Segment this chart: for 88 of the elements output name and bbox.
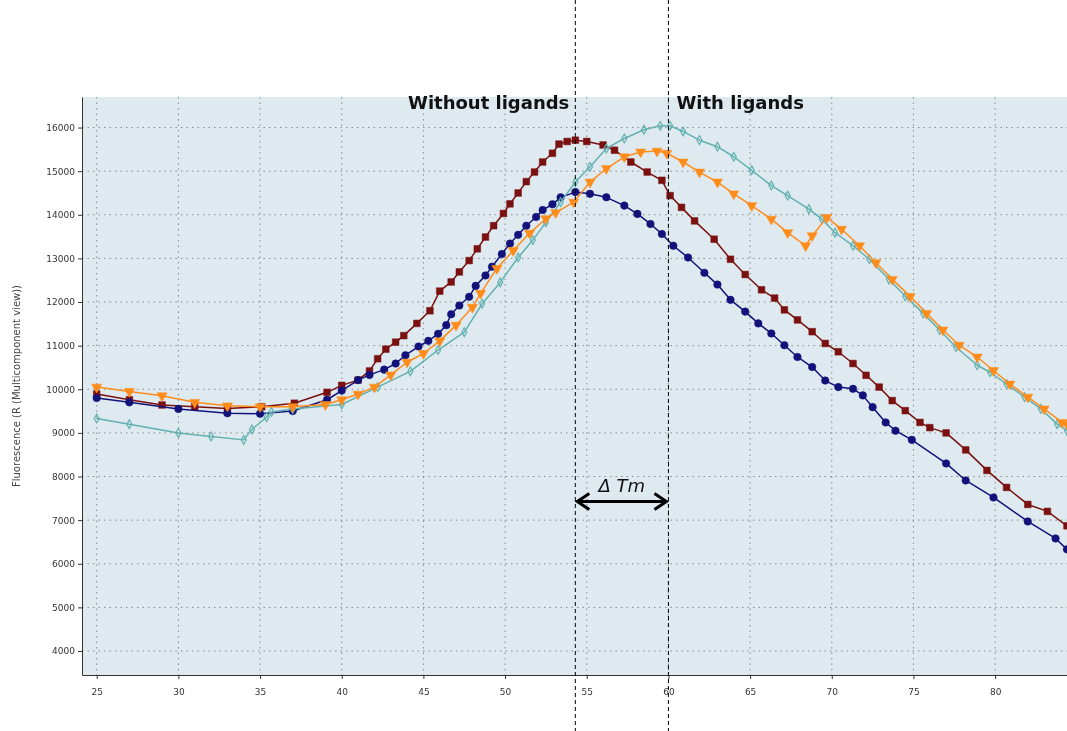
- point: [806, 232, 818, 242]
- y-tick-label: 15000: [46, 166, 76, 177]
- x-tick-label: 35: [254, 686, 267, 697]
- point: [640, 124, 648, 135]
- x-tick-label: 40: [336, 686, 349, 697]
- point: [661, 150, 673, 160]
- point: [207, 431, 215, 442]
- y-axis-title: Fluorescence (R (Multicomponent view)): [11, 284, 22, 488]
- point: [1038, 405, 1050, 416]
- y-tick-label: 11000: [46, 341, 76, 352]
- point: [1022, 393, 1034, 404]
- point: [369, 383, 380, 394]
- point: [651, 147, 663, 158]
- y-tick-label: 8000: [52, 471, 76, 482]
- point: [550, 209, 562, 219]
- point: [254, 403, 266, 413]
- point: [618, 153, 630, 163]
- y-tick-label: 7000: [52, 515, 76, 526]
- x-tick-label: 75: [908, 686, 920, 697]
- annotation: Δ Tm: [596, 474, 646, 496]
- point: [886, 276, 898, 286]
- point: [765, 215, 777, 226]
- point: [352, 390, 364, 401]
- point: [1004, 380, 1016, 391]
- y-tick-label: 4000: [52, 646, 76, 657]
- point: [728, 190, 740, 200]
- point: [336, 396, 348, 406]
- point: [418, 350, 429, 360]
- y-tick-label: 13000: [46, 253, 76, 264]
- y-tick-label: 6000: [52, 559, 76, 570]
- y-tick-label: 12000: [46, 297, 76, 308]
- point: [937, 326, 949, 337]
- point: [921, 310, 932, 320]
- point: [849, 240, 857, 251]
- ref-line-label: With ligands: [676, 92, 804, 113]
- point: [712, 178, 723, 189]
- x-tick-label: 60: [663, 686, 675, 697]
- point: [601, 165, 612, 175]
- x-tick-label: 65: [744, 686, 757, 697]
- point: [904, 293, 916, 303]
- point: [475, 290, 486, 300]
- point: [401, 359, 413, 369]
- y-tick-label: 5000: [52, 602, 76, 613]
- x-tick-label: 50: [499, 686, 512, 697]
- point: [586, 161, 594, 172]
- point: [831, 227, 839, 238]
- point: [156, 392, 168, 402]
- y-tick-label: 16000: [46, 122, 76, 133]
- point: [782, 229, 794, 239]
- point: [746, 202, 758, 212]
- y-tick-label: 10000: [46, 384, 76, 395]
- ref-line-label: Without ligands: [408, 92, 570, 113]
- point: [491, 265, 503, 275]
- point: [91, 383, 103, 394]
- point: [320, 401, 331, 411]
- point: [988, 367, 999, 377]
- point: [854, 242, 865, 252]
- y-tick-label: 14000: [46, 210, 76, 221]
- x-tick-label: 25: [91, 686, 103, 697]
- point: [836, 225, 847, 236]
- point: [805, 204, 813, 215]
- point: [467, 304, 478, 314]
- point: [870, 259, 882, 269]
- point: [568, 198, 580, 209]
- point: [524, 229, 535, 240]
- point: [507, 247, 519, 257]
- point: [124, 388, 135, 398]
- x-tick-label: 45: [418, 686, 430, 697]
- point: [821, 214, 833, 224]
- point: [666, 120, 674, 131]
- point: [971, 353, 983, 364]
- point: [434, 345, 442, 355]
- x-tick-label: 55: [581, 686, 593, 697]
- point: [584, 178, 596, 189]
- point: [818, 214, 826, 225]
- x-tick-label: 70: [826, 686, 839, 697]
- y-tick-label: 9000: [52, 428, 76, 439]
- x-tick-label: 30: [173, 686, 185, 697]
- point: [434, 337, 446, 347]
- point: [635, 148, 646, 159]
- point: [677, 158, 689, 169]
- point: [189, 399, 201, 409]
- point: [450, 321, 462, 332]
- x-tick-label: 80: [989, 686, 1002, 697]
- point: [800, 242, 811, 252]
- point: [953, 342, 965, 352]
- point: [385, 371, 397, 382]
- point: [694, 168, 705, 179]
